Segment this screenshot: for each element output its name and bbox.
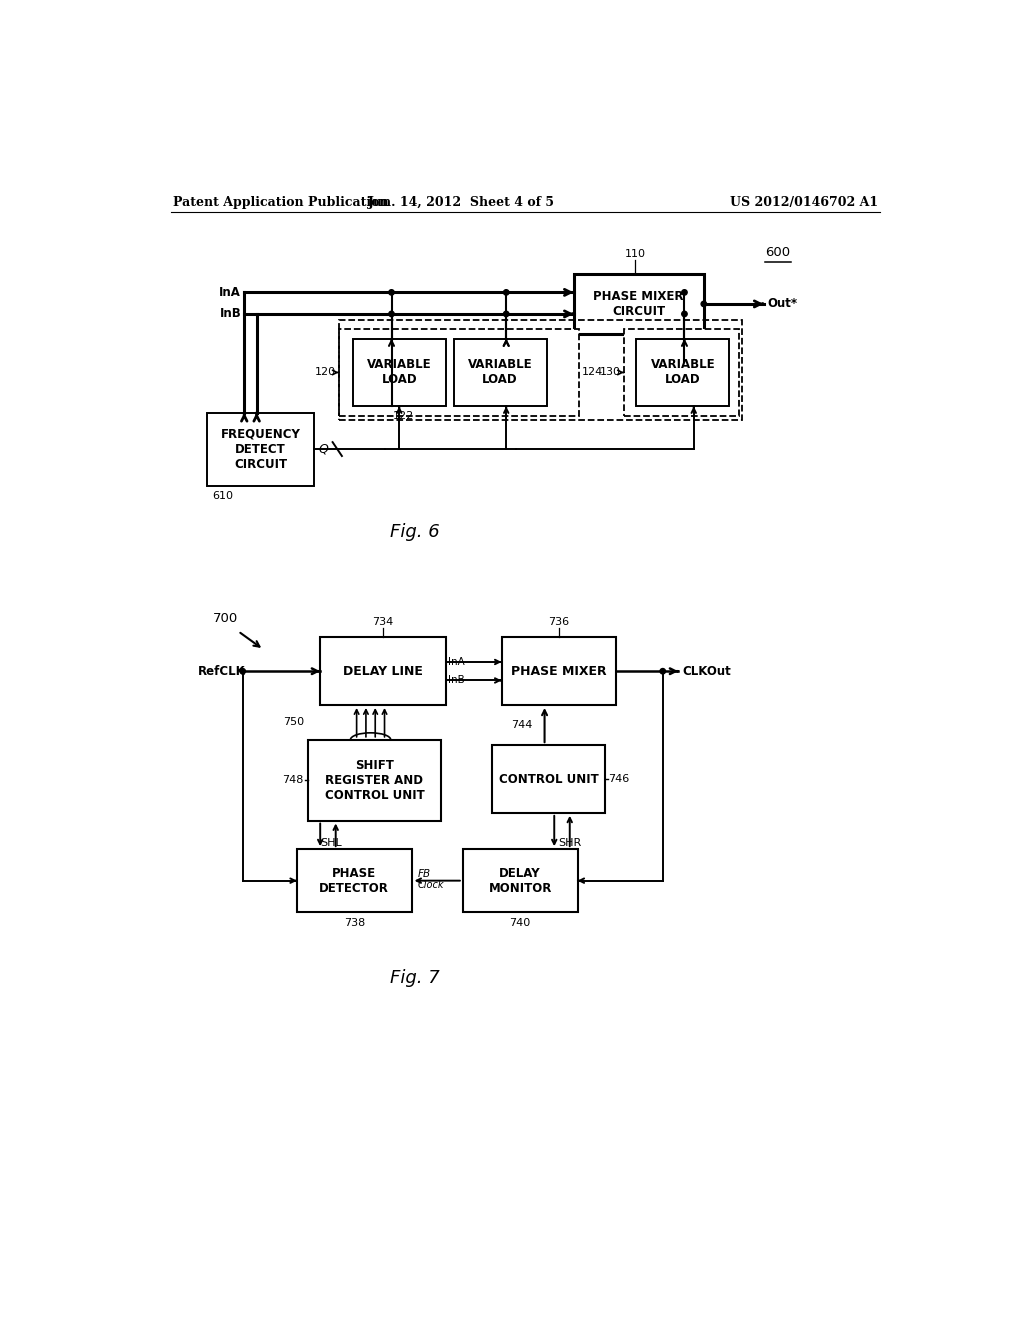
- Bar: [207, 413, 314, 486]
- Text: Out*: Out*: [767, 297, 798, 310]
- Bar: [308, 739, 441, 821]
- Bar: [573, 275, 703, 334]
- Text: 122: 122: [392, 411, 414, 421]
- Text: 600: 600: [765, 246, 791, 259]
- Text: Jun. 14, 2012  Sheet 4 of 5: Jun. 14, 2012 Sheet 4 of 5: [368, 195, 555, 209]
- Text: InA: InA: [449, 657, 465, 667]
- Text: RefCLK: RefCLK: [198, 665, 246, 677]
- Bar: [339, 330, 579, 416]
- Text: PHASE MIXER
CIRCUIT: PHASE MIXER CIRCUIT: [594, 290, 684, 318]
- Text: DELAY LINE: DELAY LINE: [343, 665, 423, 677]
- Circle shape: [504, 312, 509, 317]
- Text: Patent Application Publication: Patent Application Publication: [173, 195, 388, 209]
- Text: 738: 738: [344, 917, 365, 928]
- Text: 120: 120: [314, 367, 336, 378]
- Text: CLKOut: CLKOut: [682, 665, 731, 677]
- Circle shape: [389, 312, 394, 317]
- Text: 734: 734: [373, 616, 393, 627]
- Text: InB: InB: [449, 676, 465, 685]
- Bar: [502, 638, 616, 705]
- Text: VARIABLE
LOAD: VARIABLE LOAD: [367, 359, 431, 387]
- Text: 124: 124: [583, 367, 603, 378]
- Text: Clock: Clock: [418, 880, 444, 890]
- Circle shape: [240, 668, 246, 675]
- Text: 740: 740: [510, 917, 530, 928]
- Bar: [624, 330, 738, 416]
- Text: PHASE MIXER: PHASE MIXER: [511, 665, 606, 677]
- Text: 750: 750: [283, 718, 304, 727]
- Text: 748: 748: [283, 775, 304, 785]
- Circle shape: [660, 668, 666, 675]
- Text: SHR: SHR: [558, 838, 582, 847]
- Bar: [352, 339, 445, 407]
- Circle shape: [682, 312, 687, 317]
- Text: 746: 746: [608, 774, 630, 784]
- Text: VARIABLE
LOAD: VARIABLE LOAD: [650, 359, 715, 387]
- Circle shape: [701, 301, 707, 306]
- Text: PHASE
DETECTOR: PHASE DETECTOR: [319, 867, 389, 895]
- Bar: [297, 849, 412, 912]
- Text: 744: 744: [511, 721, 532, 730]
- Text: InA: InA: [219, 286, 241, 298]
- Bar: [636, 339, 729, 407]
- Bar: [493, 744, 604, 813]
- Text: 110: 110: [625, 248, 645, 259]
- Text: InB: InB: [219, 308, 241, 321]
- Text: 610: 610: [212, 491, 233, 502]
- Text: CONTROL UNIT: CONTROL UNIT: [499, 772, 598, 785]
- Text: US 2012/0146702 A1: US 2012/0146702 A1: [730, 195, 879, 209]
- Text: Q: Q: [318, 442, 329, 455]
- Text: FREQUENCY
DETECT
CIRCUIT: FREQUENCY DETECT CIRCUIT: [220, 428, 300, 470]
- Text: 736: 736: [548, 616, 569, 627]
- Bar: [339, 321, 741, 420]
- Text: Fig. 6: Fig. 6: [390, 523, 439, 541]
- Bar: [463, 849, 578, 912]
- Text: DELAY
MONITOR: DELAY MONITOR: [488, 867, 552, 895]
- Text: FB: FB: [418, 869, 431, 879]
- Text: SHIFT
REGISTER AND
CONTROL UNIT: SHIFT REGISTER AND CONTROL UNIT: [325, 759, 424, 801]
- Bar: [454, 339, 547, 407]
- Text: 130: 130: [600, 367, 621, 378]
- Circle shape: [504, 289, 509, 296]
- Circle shape: [682, 289, 687, 296]
- Circle shape: [389, 289, 394, 296]
- Text: 700: 700: [213, 612, 239, 626]
- Bar: [321, 638, 445, 705]
- Text: VARIABLE
LOAD: VARIABLE LOAD: [468, 359, 532, 387]
- Text: SHL: SHL: [321, 838, 342, 847]
- Text: Fig. 7: Fig. 7: [390, 969, 439, 987]
